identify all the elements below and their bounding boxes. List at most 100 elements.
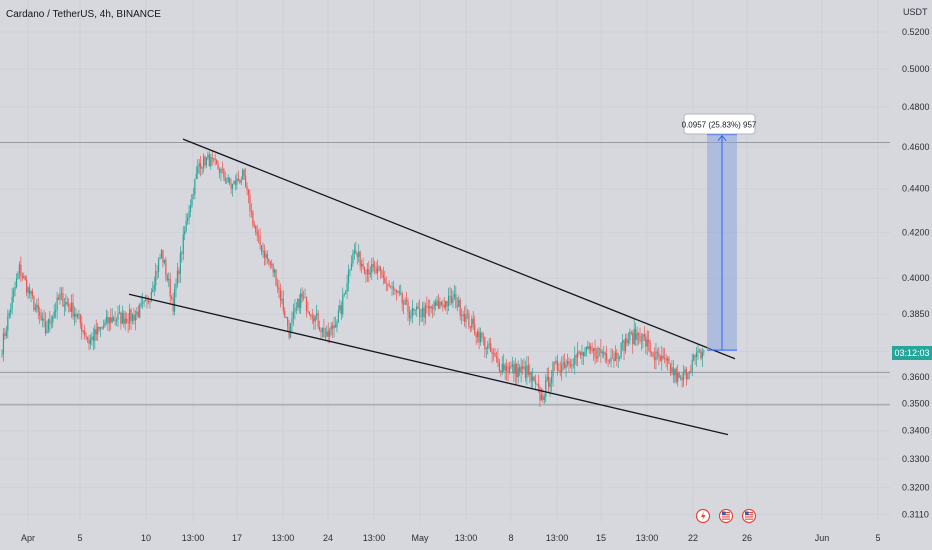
candle-body [424, 305, 426, 318]
candle-body [121, 312, 123, 324]
trendline-lower[interactable] [128, 293, 729, 436]
candle-body [478, 331, 480, 343]
candle-body [685, 369, 687, 380]
candle-body [381, 271, 383, 275]
candle-body [411, 308, 413, 317]
candle-body [443, 304, 445, 308]
candle-body [581, 351, 583, 356]
candle-body [88, 339, 90, 344]
measure-tool[interactable]: 0.0957 (25.83%) 957 [682, 113, 757, 351]
event-icons[interactable] [695, 508, 757, 524]
candle-body [13, 290, 15, 297]
grid [0, 0, 890, 522]
candle-body [552, 362, 554, 377]
candle-body [81, 323, 83, 332]
candle-body [378, 267, 380, 268]
candle-body [433, 301, 435, 309]
x-axis[interactable]: Apr 5 10 13:00 17 13:00 24 13:00 May 13:00 8 13:00 1… [21, 533, 881, 543]
candle-body [52, 317, 54, 323]
candle-body [173, 289, 176, 312]
y-axis-panel [890, 0, 932, 550]
candle-body [610, 357, 612, 362]
candle-body [330, 325, 332, 331]
candle-body [313, 317, 315, 322]
candle-body [355, 250, 357, 254]
candle-body [230, 183, 232, 189]
candle-body [366, 269, 368, 275]
candle-body [356, 253, 358, 257]
candle-body [388, 284, 390, 286]
candle-body [504, 365, 506, 371]
candle-body [310, 314, 312, 316]
candle-body [394, 288, 396, 292]
y-tick-label: 0.4600 [902, 142, 930, 152]
candle-body [553, 362, 556, 364]
candle-body [342, 295, 344, 315]
candle-body [497, 358, 499, 363]
candle-body [579, 352, 582, 356]
candle-body [27, 287, 29, 293]
candle-body [271, 264, 273, 265]
candle-body [226, 181, 228, 183]
candle-body [449, 295, 451, 297]
candle-body [246, 186, 248, 190]
candle-body [510, 366, 512, 368]
candle-body [236, 178, 238, 185]
candle-body [588, 346, 590, 350]
candle-body [82, 330, 84, 332]
candle-body [549, 383, 551, 388]
us-flag-icon[interactable] [741, 508, 757, 524]
candle-body [189, 205, 192, 212]
candle-body [401, 293, 403, 304]
candle-body [266, 253, 268, 259]
candle-body [484, 337, 486, 350]
candle-body [305, 296, 308, 312]
candle-body [595, 357, 598, 359]
trendlines[interactable] [128, 138, 736, 436]
candle-body [223, 169, 225, 178]
candle-body [73, 313, 76, 317]
candle-body [643, 334, 645, 337]
candle-body [155, 271, 157, 286]
candle-body [695, 352, 698, 358]
candle-body [649, 342, 651, 353]
candle-body [371, 264, 373, 274]
candle-body [622, 340, 624, 343]
us-flag-icon[interactable] [718, 508, 734, 524]
candle-body [437, 300, 440, 309]
y-axis[interactable]: 0.5200 0.5000 0.4800 0.4600 0.4400 0.4200 0.40… [890, 0, 932, 550]
candle-body [593, 347, 595, 352]
candle-body [405, 299, 408, 302]
candle-body [516, 363, 518, 378]
candle-body [165, 260, 167, 276]
candle-body [31, 291, 34, 297]
candle-body [665, 358, 667, 361]
candle-body [181, 252, 183, 254]
candle-body [143, 301, 145, 303]
trendline-upper[interactable] [182, 138, 736, 360]
candle-body [158, 259, 160, 272]
candle-body [481, 332, 483, 338]
candle-body [561, 364, 563, 373]
candle-body [78, 314, 80, 316]
candle-body [134, 314, 136, 321]
candle-body [590, 346, 592, 350]
candle-body [163, 260, 165, 263]
y-tick-label: 0.4800 [902, 102, 930, 112]
candle-body [614, 352, 616, 362]
candle-body [694, 355, 696, 358]
candle-body [231, 183, 234, 189]
candle-body [184, 231, 186, 235]
candle-body [363, 267, 366, 274]
candle-body [111, 317, 113, 323]
candle-body [76, 315, 78, 317]
candle-body [639, 335, 641, 341]
candle-body [427, 306, 429, 309]
x-tick-label: 13:00 [546, 533, 569, 543]
lightning-icon[interactable] [695, 508, 711, 524]
candle-body [369, 273, 371, 275]
candle-body [548, 376, 550, 388]
candle-body [171, 296, 173, 298]
candle-body [535, 380, 537, 384]
